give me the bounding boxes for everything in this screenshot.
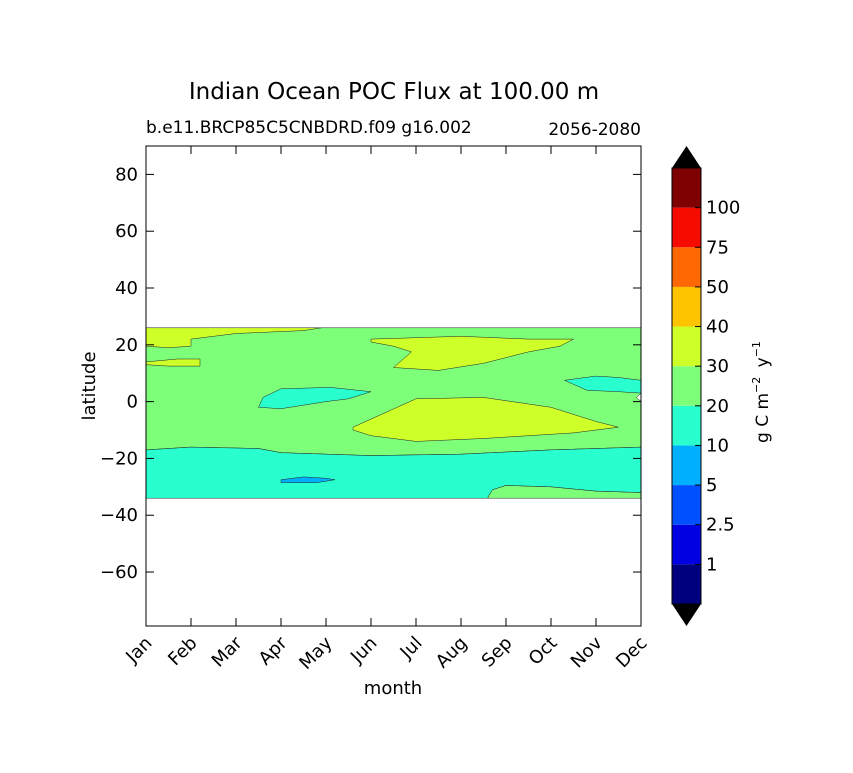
x-axis-label: month bbox=[364, 678, 422, 699]
x-tick-label: May bbox=[295, 632, 336, 673]
colorbar-label-exp2: −1 bbox=[750, 341, 763, 357]
x-tick-label: Feb bbox=[164, 633, 201, 670]
contour-region-band-10-20-center-blob bbox=[258, 387, 372, 409]
colorbar-tick-label: 100 bbox=[706, 198, 740, 219]
contour-region-band-30-40-south-center bbox=[352, 397, 619, 442]
colorbar-tick-label: 30 bbox=[706, 356, 729, 377]
contour-region-band-5-10-small-patch bbox=[280, 476, 336, 483]
contour-layer bbox=[145, 327, 642, 499]
colorbar-frame bbox=[671, 167, 702, 605]
colorbar-segment bbox=[672, 524, 701, 565]
x-tick-label: Mar bbox=[208, 632, 247, 671]
colorbar-segment bbox=[672, 485, 701, 525]
y-axis-label: latitude bbox=[79, 351, 100, 420]
x-tick-label: Sep bbox=[478, 633, 517, 672]
colorbar-extend-under bbox=[672, 604, 701, 626]
colorbar-label-exp1: −2 bbox=[750, 377, 763, 393]
colorbar-tick-label: 1 bbox=[706, 554, 717, 575]
colorbar-tick-label: 40 bbox=[706, 317, 729, 338]
colorbar-segment bbox=[672, 286, 701, 327]
x-tick-label: Jan bbox=[121, 633, 156, 668]
colorbar-tick-label: 20 bbox=[706, 396, 729, 417]
x-tick-label: Nov bbox=[567, 632, 607, 672]
colorbar-segment bbox=[672, 405, 701, 446]
contour-region-band-30-40-north-center bbox=[370, 336, 574, 371]
contour-region-band-30-40-northwest bbox=[145, 327, 322, 348]
colorbar-segment bbox=[672, 207, 701, 248]
chart-title: Indian Ocean POC Flux at 100.00 m bbox=[189, 79, 599, 105]
x-tick-label: Dec bbox=[612, 633, 651, 672]
x-tick-label: Oct bbox=[525, 633, 562, 670]
colorbar-extend-over bbox=[672, 146, 701, 168]
colorbar-tick-label: 5 bbox=[706, 475, 717, 496]
colorbar-tick-label: 50 bbox=[706, 277, 729, 298]
colorbar-label: g C m−2 y−1 bbox=[750, 341, 773, 443]
colorbar-label-base: g C m bbox=[753, 393, 773, 443]
colorbar-segment bbox=[672, 564, 701, 604]
chart-subtitle-right: 2056-2080 bbox=[548, 120, 641, 140]
y-tick-label: −60 bbox=[100, 562, 138, 583]
x-tick-label: Aug bbox=[432, 633, 472, 673]
colorbar-tick-label: 10 bbox=[706, 435, 729, 456]
colorbar-segment bbox=[672, 247, 701, 287]
y-tick-label: 60 bbox=[115, 221, 138, 242]
colorbar-segment bbox=[672, 445, 701, 486]
y-axis-ticks: 80 60 40 20 0 −20 −40 −60 bbox=[100, 164, 641, 583]
y-tick-label: 0 bbox=[127, 392, 138, 413]
colorbar-label-mid: y bbox=[753, 357, 773, 372]
y-tick-label: −40 bbox=[100, 505, 138, 526]
colorbar-tick-label: 2.5 bbox=[706, 515, 735, 536]
x-tick-label: Apr bbox=[255, 632, 292, 669]
colorbar: 1 2.5 5 10 20 30 40 50 75 100 bbox=[671, 146, 740, 626]
y-tick-label: 80 bbox=[115, 164, 138, 185]
colorbar-segment bbox=[672, 326, 701, 367]
x-tick-label: Jun bbox=[346, 633, 381, 668]
colorbar-tick-label: 75 bbox=[706, 237, 729, 258]
x-tick-label: Jul bbox=[396, 633, 427, 664]
y-tick-label: −20 bbox=[100, 448, 138, 469]
plot-frame bbox=[145, 145, 642, 627]
chart-subtitle-left: b.e11.BRCP85C5CNBDRD.f09 g16.002 bbox=[146, 118, 472, 138]
y-tick-label: 20 bbox=[115, 335, 138, 356]
plot-area bbox=[145, 145, 642, 627]
colorbar-segment bbox=[672, 366, 701, 406]
y-tick-label: 40 bbox=[115, 278, 138, 299]
colorbar-segment bbox=[672, 168, 701, 208]
